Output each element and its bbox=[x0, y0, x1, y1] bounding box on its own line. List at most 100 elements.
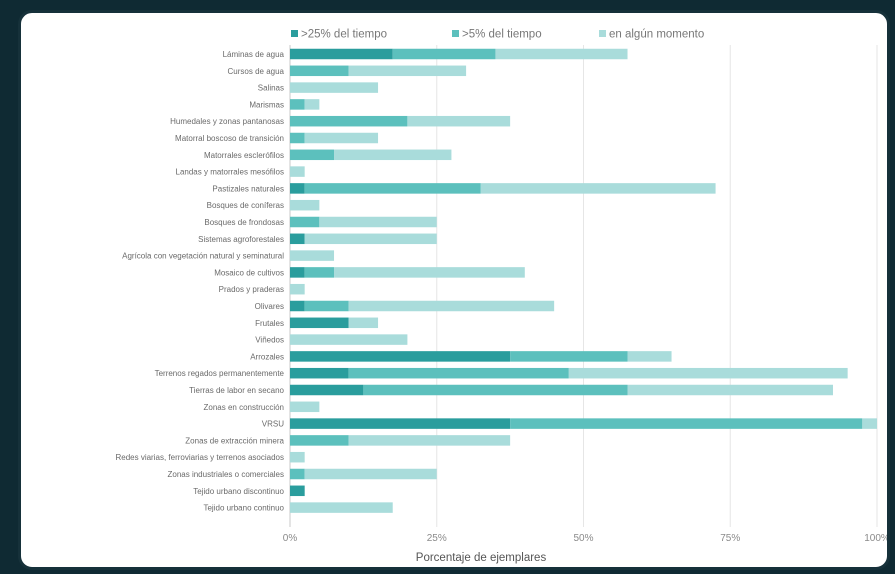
category-label: VRSU bbox=[262, 420, 284, 429]
bar-segment bbox=[334, 267, 525, 278]
bar-segment bbox=[290, 300, 305, 312]
bar-segment bbox=[348, 435, 511, 446]
legend-swatch bbox=[599, 30, 606, 37]
category-label: Viñedos bbox=[255, 336, 284, 345]
bar-segment bbox=[290, 149, 335, 161]
category-label: Matorral boscoso de transición bbox=[175, 134, 284, 143]
category-label: Pastizales naturales bbox=[212, 184, 284, 193]
bar-segment bbox=[290, 317, 349, 329]
category-label: Prados y praderas bbox=[219, 285, 284, 294]
x-tick-label: 25% bbox=[427, 533, 447, 544]
bar-segment bbox=[407, 115, 511, 127]
bar-segment bbox=[290, 65, 349, 77]
bar-segment bbox=[510, 418, 863, 429]
bar-segment bbox=[290, 267, 305, 278]
bar-segment bbox=[290, 468, 305, 480]
bar-segment bbox=[290, 99, 305, 110]
bar-segment bbox=[495, 48, 628, 60]
category-label: Matorrales esclerófilos bbox=[204, 151, 284, 160]
bar-segment bbox=[304, 99, 320, 110]
bar-segment bbox=[304, 233, 437, 245]
category-label: Mosaico de cultivos bbox=[214, 268, 284, 277]
bar-segment bbox=[290, 132, 305, 144]
bar-segment bbox=[627, 384, 833, 396]
category-label: Humedales y zonas pantanosas bbox=[170, 117, 284, 126]
x-tick-label: 0% bbox=[283, 533, 298, 544]
bar-segment bbox=[304, 300, 349, 312]
bar-segment bbox=[290, 283, 305, 295]
bar-segment bbox=[304, 132, 379, 144]
bar-segment bbox=[290, 216, 320, 228]
category-label: Frutales bbox=[255, 319, 284, 328]
chart-frame: Láminas de agua Cursos de agua Salinas Mari… bbox=[18, 10, 890, 570]
category-label: Tejido urbano discontinuo bbox=[193, 487, 284, 496]
bar-segment bbox=[392, 48, 496, 60]
bar-segment bbox=[290, 82, 379, 93]
bar-segment bbox=[348, 367, 569, 379]
category-label: Landas y matorrales mesófilos bbox=[176, 168, 285, 177]
category-label: Láminas de agua bbox=[223, 50, 285, 59]
legend-label: >25% del tiempo bbox=[301, 29, 387, 41]
bar-segment bbox=[304, 183, 481, 194]
category-label: Marismas bbox=[249, 100, 284, 109]
bar-segment bbox=[348, 317, 379, 329]
bar-segment bbox=[290, 183, 305, 194]
bar-segment bbox=[290, 435, 349, 446]
bar-segment bbox=[290, 451, 305, 463]
bar-segment bbox=[290, 199, 320, 211]
category-label: Olivares bbox=[255, 302, 284, 311]
bar-segment bbox=[304, 468, 437, 480]
category-label: Agrícola con vegetación natural y semina… bbox=[122, 252, 284, 261]
bar-segment bbox=[290, 418, 511, 429]
bar-segment bbox=[334, 149, 452, 161]
bars bbox=[290, 48, 877, 513]
bar-segment bbox=[319, 216, 437, 228]
category-label: Terrenos regados permanentemente bbox=[155, 369, 285, 378]
bar-segment bbox=[290, 166, 305, 177]
bar-segment bbox=[568, 367, 848, 379]
category-label: Zonas en construcción bbox=[204, 403, 285, 412]
bar-segment bbox=[363, 384, 628, 396]
bar-segment bbox=[348, 65, 467, 77]
legend-label: >5% del tiempo bbox=[462, 29, 542, 41]
category-label: Tejido urbano continuo bbox=[203, 504, 284, 513]
x-tick-label: 100% bbox=[864, 533, 887, 544]
category-label: Tierras de labor en secano bbox=[189, 386, 284, 395]
category-label: Cursos de agua bbox=[228, 67, 285, 76]
category-labels: Láminas de agua Cursos de agua Salinas Mari… bbox=[115, 50, 284, 513]
bar-segment bbox=[290, 384, 364, 396]
category-label: Sistemas agroforestales bbox=[198, 235, 284, 244]
bar-segment bbox=[290, 334, 408, 345]
bar-segment bbox=[862, 418, 877, 429]
x-tick-labels: 0% 25% 50% 75% 100% bbox=[283, 533, 887, 544]
legend: >25% del tiempo >5% del tiempo en algún mo… bbox=[291, 29, 704, 41]
category-label: Redes viarias, ferroviarias y terrenos a… bbox=[115, 453, 284, 462]
bar-segment bbox=[480, 183, 716, 194]
x-tick-label: 75% bbox=[720, 533, 740, 544]
bar-segment bbox=[290, 233, 305, 245]
x-tick-label: 50% bbox=[573, 533, 593, 544]
category-label: Zonas de extracción minera bbox=[185, 436, 284, 445]
category-label: Salinas bbox=[258, 84, 284, 93]
category-label: Arrozales bbox=[250, 352, 284, 361]
category-label: Bosques de frondosas bbox=[204, 218, 284, 227]
bar-segment bbox=[304, 267, 335, 278]
legend-swatch bbox=[452, 30, 459, 37]
bar-segment bbox=[290, 250, 335, 261]
legend-swatch bbox=[291, 30, 298, 37]
bar-segment bbox=[627, 351, 672, 362]
bar-segment bbox=[348, 300, 555, 312]
bar-segment bbox=[290, 115, 408, 127]
x-axis-title: Porcentaje de ejemplares bbox=[416, 552, 547, 564]
bar-segment bbox=[290, 48, 393, 60]
category-label: Zonas industriales o comerciales bbox=[168, 470, 285, 479]
stacked-bar-chart: Láminas de agua Cursos de agua Salinas Mari… bbox=[115, 29, 887, 565]
bar-segment bbox=[510, 351, 628, 362]
category-label: Bosques de coníferas bbox=[207, 201, 284, 210]
bar-segment bbox=[290, 367, 349, 379]
bar-segment bbox=[290, 401, 320, 413]
bar-segment bbox=[290, 485, 305, 497]
bar-segment bbox=[290, 351, 511, 362]
legend-label: en algún momento bbox=[609, 29, 704, 41]
bar-segment bbox=[290, 502, 393, 513]
